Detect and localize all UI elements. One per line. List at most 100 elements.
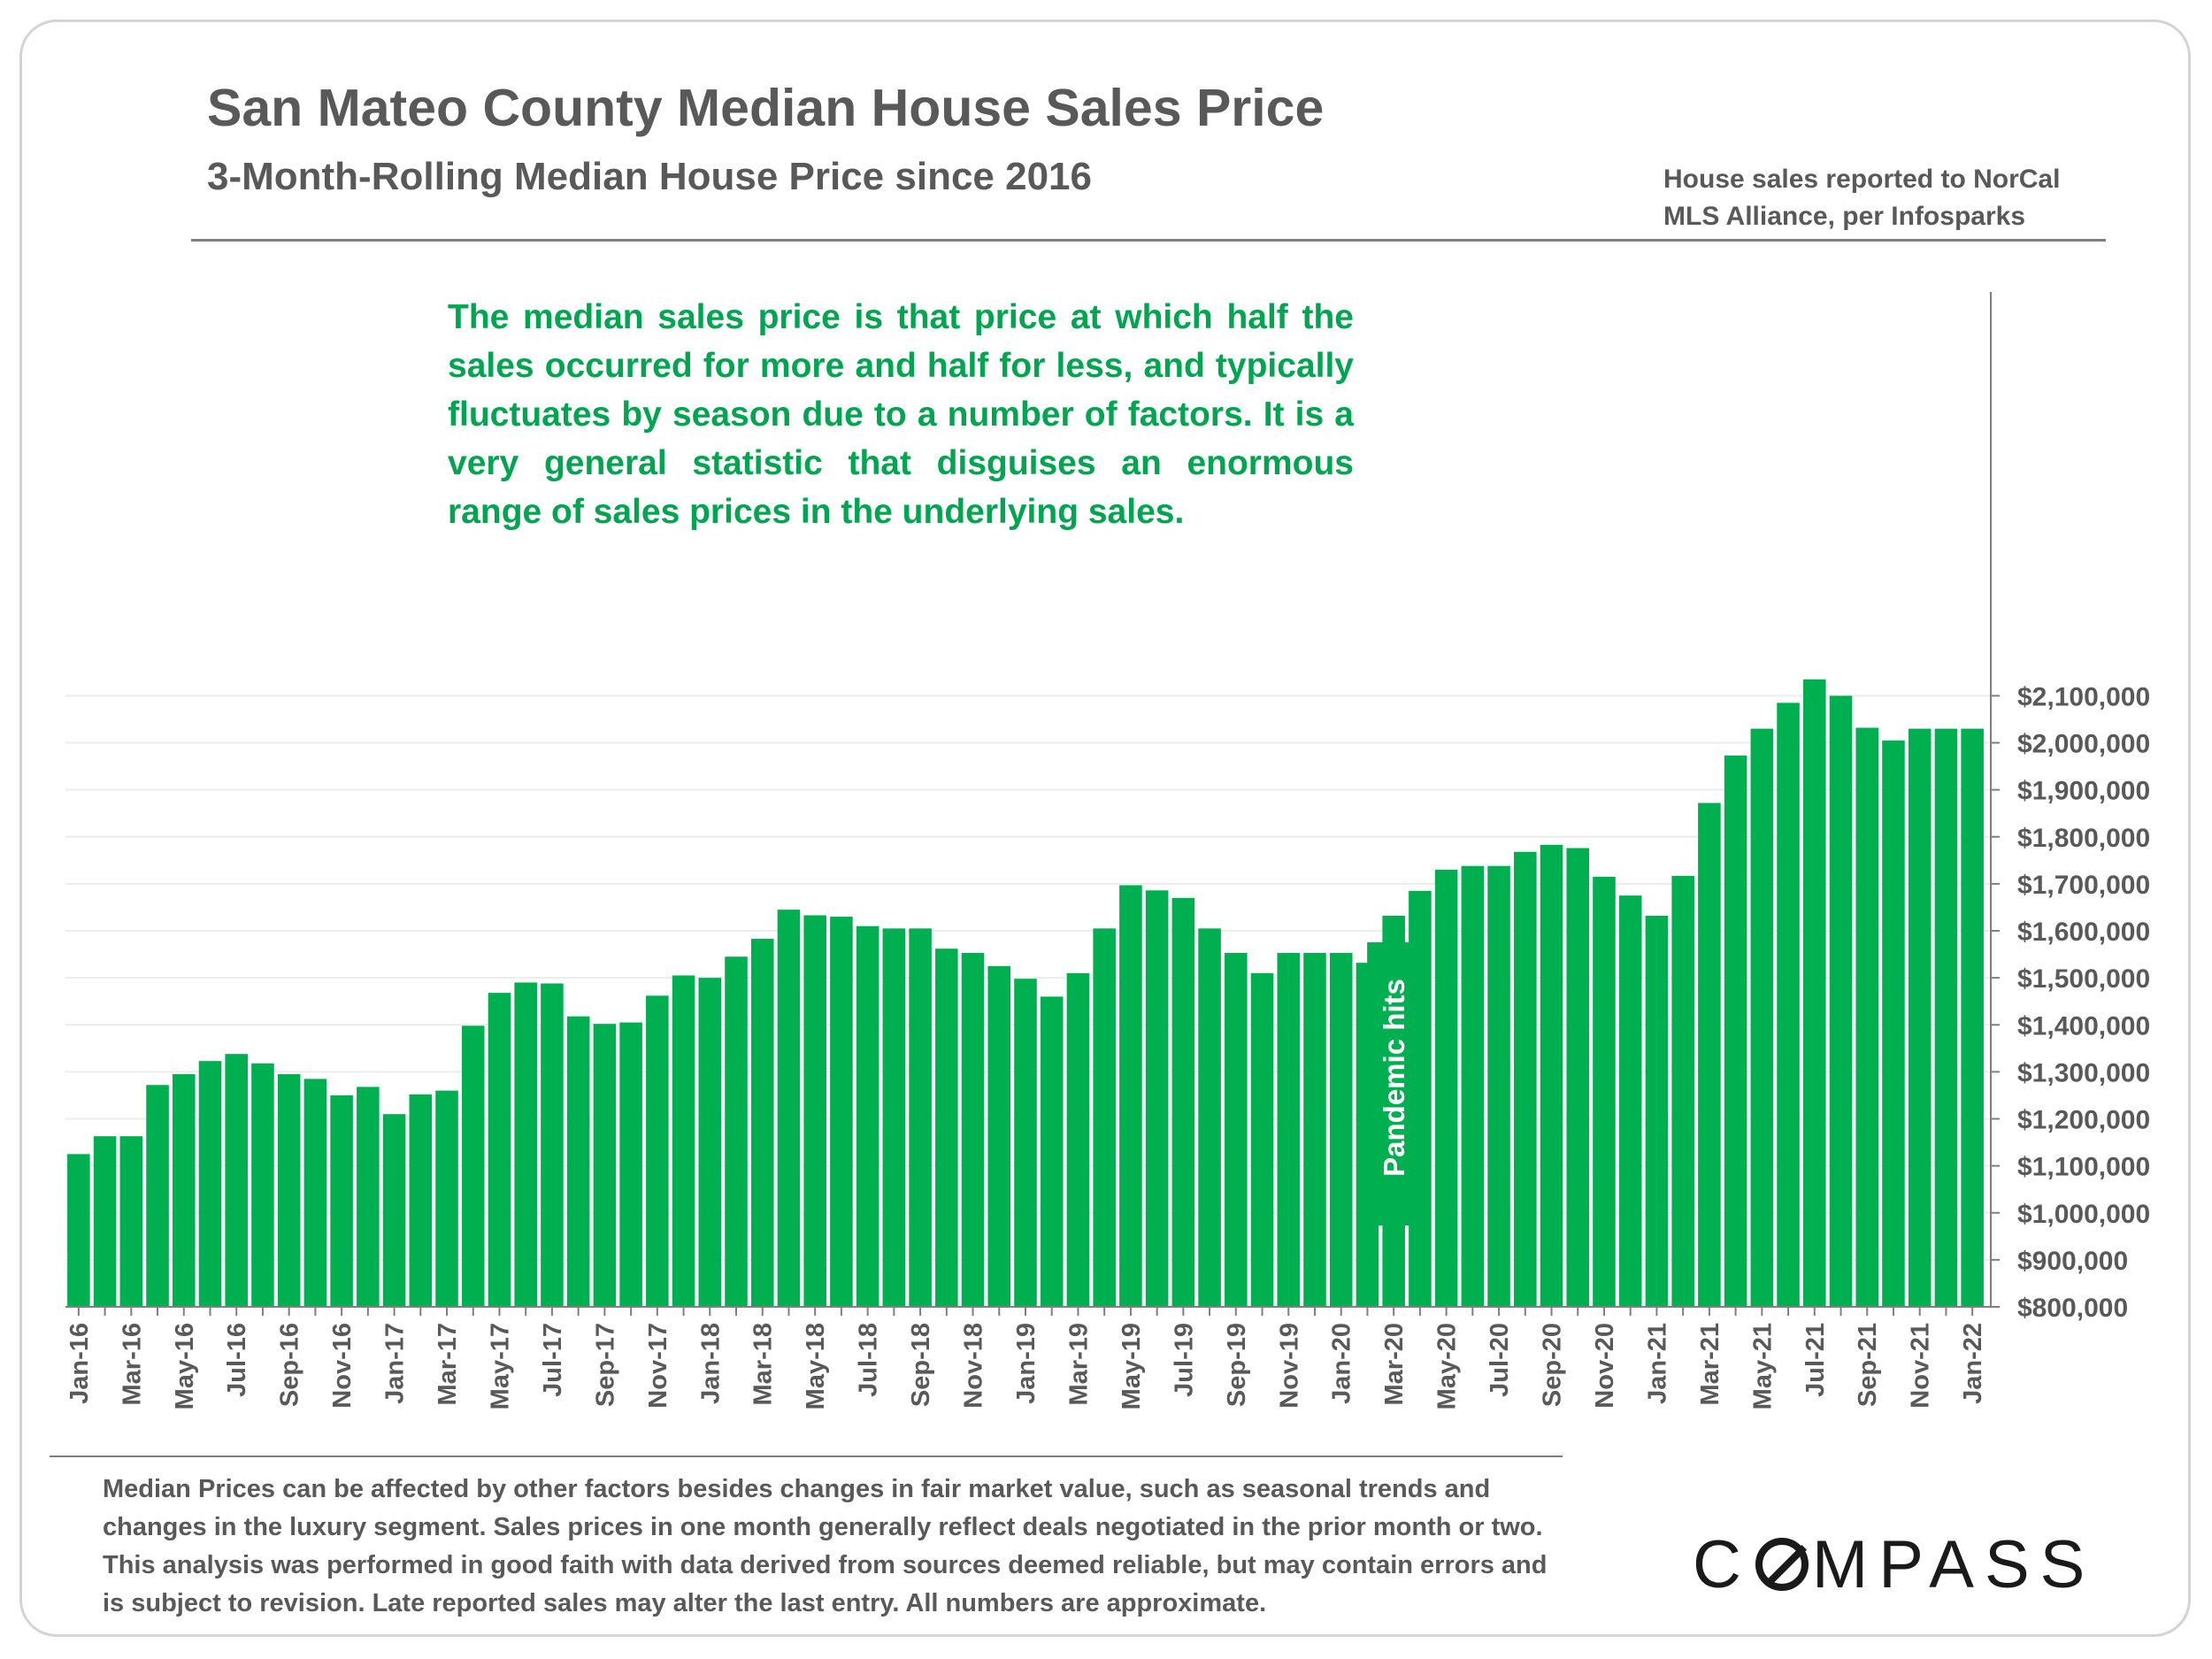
logo-text-start: C (1693, 1527, 1752, 1602)
bar (119, 1136, 143, 1307)
y-tick-label: $1,700,000 (2017, 871, 2150, 900)
bar (198, 1061, 222, 1307)
y-tick-label: $1,400,000 (2017, 1011, 2150, 1041)
bar (1593, 876, 1616, 1307)
bar (961, 952, 985, 1307)
x-tick-label: Jan-16 (65, 1323, 94, 1404)
x-tick-label: Nov-16 (328, 1323, 357, 1409)
bar (435, 1090, 458, 1307)
x-tick-label: Mar-19 (1064, 1323, 1093, 1406)
bar (357, 1087, 380, 1307)
bar (1093, 928, 1116, 1307)
x-tick-label: Mar-21 (1696, 1323, 1724, 1406)
x-tick-label: Nov-17 (644, 1323, 672, 1409)
x-tick-label: Jul-18 (855, 1323, 883, 1397)
x-tick-label: May-19 (1118, 1323, 1146, 1409)
bar (750, 939, 774, 1307)
pandemic-label-box (1367, 942, 1421, 1225)
bar (1225, 952, 1248, 1307)
bar (409, 1094, 433, 1307)
bar (777, 910, 801, 1307)
bar (93, 1136, 117, 1307)
bar (277, 1074, 301, 1307)
y-tick-label: $1,500,000 (2017, 964, 2150, 994)
x-tick-label: Jan-18 (696, 1323, 725, 1404)
bar (566, 1016, 590, 1307)
footer-divider (50, 1455, 1563, 1457)
bar (1329, 952, 1353, 1307)
bar (1934, 728, 1958, 1307)
y-tick-label: $2,000,000 (2017, 730, 2150, 759)
bar-chart: $800,000 $900,000 $1,000,000 $1,100,000 $1,2… (65, 292, 2150, 1409)
bar (1777, 703, 1800, 1307)
x-tick-label: Mar-17 (434, 1323, 462, 1406)
y-tick-label: $1,800,000 (2017, 824, 2150, 853)
pandemic-label: Pandemic hits (1378, 979, 1410, 1177)
bar (1303, 952, 1326, 1307)
bar (1540, 844, 1563, 1307)
x-tick-label: May-17 (486, 1323, 514, 1409)
bar (1882, 740, 1905, 1307)
bar (1645, 916, 1669, 1307)
bar (382, 1114, 406, 1307)
x-tick-label: Sep-19 (1223, 1323, 1251, 1407)
bar (1829, 695, 1853, 1307)
x-tick-label: Mar-16 (118, 1323, 146, 1406)
bar (1802, 679, 1826, 1307)
axes (65, 292, 2000, 1316)
header-divider (191, 239, 2106, 242)
bar (1171, 897, 1195, 1307)
bar (1855, 727, 1879, 1307)
bar (803, 915, 826, 1307)
bar (1566, 848, 1590, 1307)
x-tick-label: Mar-18 (749, 1323, 778, 1406)
bar (514, 982, 537, 1307)
x-tick-label: Jul-16 (223, 1323, 251, 1397)
bar (1066, 972, 1090, 1307)
y-tick-label: $800,000 (2017, 1294, 2128, 1323)
bar (303, 1079, 327, 1307)
bar (251, 1063, 274, 1307)
bar (461, 1025, 485, 1307)
x-tick-label: May-21 (1748, 1323, 1777, 1409)
x-tick-label: Jan-17 (381, 1323, 410, 1404)
bar (1487, 865, 1510, 1307)
bar (1698, 803, 1721, 1307)
bar (1119, 885, 1142, 1307)
y-tick-label: $1,900,000 (2017, 777, 2150, 806)
bar (987, 965, 1011, 1307)
x-tick-label: Sep-20 (1539, 1323, 1567, 1407)
bar (1618, 895, 1642, 1307)
bar (1040, 996, 1064, 1307)
bar (725, 956, 748, 1307)
bar (1514, 851, 1537, 1307)
x-tick-label: May-18 (802, 1323, 830, 1409)
y-tick-label: $1,300,000 (2017, 1058, 2150, 1087)
source-note: House sales reported to NorCal MLS Allia… (1663, 165, 2061, 231)
bar (225, 1054, 249, 1307)
y-tick-label: $2,100,000 (2017, 682, 2150, 711)
median-explanation-note: The median sales price is that price at … (439, 286, 1363, 543)
x-tick-label: Jan-20 (1328, 1323, 1356, 1404)
bar (856, 926, 879, 1307)
bar (67, 1154, 90, 1307)
bar (909, 928, 932, 1307)
bar (1724, 755, 1747, 1307)
bar (1961, 728, 1984, 1307)
x-tick-label: Jan-22 (1959, 1323, 1987, 1404)
x-tick-label: Jul-17 (539, 1323, 567, 1397)
y-tick-label: $1,000,000 (2017, 1200, 2150, 1229)
x-tick-label: May-20 (1433, 1323, 1462, 1409)
x-tick-label: Jul-21 (1801, 1323, 1830, 1397)
x-tick-label: Nov-21 (1907, 1323, 1935, 1409)
x-tick-label: Sep-18 (907, 1323, 935, 1407)
bar (1277, 952, 1301, 1307)
bar (1145, 890, 1169, 1307)
x-tick-label: Nov-18 (960, 1323, 988, 1409)
x-tick-label: Mar-20 (1380, 1323, 1409, 1406)
bar (1671, 875, 1694, 1307)
event-annotation: Pandemic hits (1367, 942, 1421, 1225)
bar (488, 993, 511, 1307)
x-tick-label: Jan-19 (1012, 1323, 1041, 1404)
bar (619, 1022, 642, 1307)
